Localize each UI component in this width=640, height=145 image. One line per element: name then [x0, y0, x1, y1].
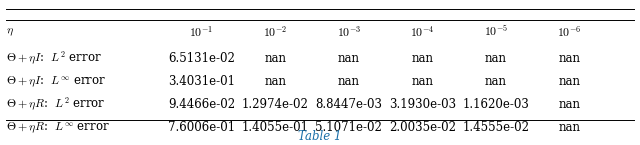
Text: 7.6006e-01: 7.6006e-01: [168, 121, 235, 134]
Text: 1.4055e-01: 1.4055e-01: [242, 121, 308, 134]
Text: $10^{-1}$: $10^{-1}$: [189, 25, 214, 39]
Text: $10^{-2}$: $10^{-2}$: [263, 25, 287, 39]
Text: 1.1620e-03: 1.1620e-03: [463, 98, 529, 111]
Text: 6.5131e-02: 6.5131e-02: [168, 51, 235, 65]
Text: $10^{-4}$: $10^{-4}$: [410, 25, 435, 39]
Text: nan: nan: [264, 75, 286, 88]
Text: $\Theta + \eta R$:  $L^2$ error: $\Theta + \eta R$: $L^2$ error: [6, 96, 106, 113]
Text: nan: nan: [485, 75, 507, 88]
Text: 2.0035e-02: 2.0035e-02: [389, 121, 456, 134]
Text: 8.8447e-03: 8.8447e-03: [316, 98, 382, 111]
Text: $\Theta + \eta R$:  $L^\infty$ error: $\Theta + \eta R$: $L^\infty$ error: [6, 120, 110, 135]
Text: 3.4031e-01: 3.4031e-01: [168, 75, 235, 88]
Text: 1.4555e-02: 1.4555e-02: [463, 121, 529, 134]
Text: nan: nan: [412, 75, 433, 88]
Text: nan: nan: [264, 51, 286, 65]
Text: nan: nan: [559, 98, 580, 111]
Text: $\Theta + \eta I$:  $L^\infty$ error: $\Theta + \eta I$: $L^\infty$ error: [6, 74, 106, 89]
Text: nan: nan: [338, 75, 360, 88]
Text: $10^{-5}$: $10^{-5}$: [484, 24, 508, 40]
Text: nan: nan: [559, 51, 580, 65]
Text: Table 1: Table 1: [298, 130, 342, 143]
Text: nan: nan: [485, 51, 507, 65]
Text: $\Theta + \eta I$:  $L^2$ error: $\Theta + \eta I$: $L^2$ error: [6, 49, 102, 67]
Text: nan: nan: [412, 51, 433, 65]
Text: nan: nan: [559, 121, 580, 134]
Text: 5.1071e-02: 5.1071e-02: [316, 121, 382, 134]
Text: nan: nan: [338, 51, 360, 65]
Text: $\eta$: $\eta$: [6, 25, 14, 38]
Text: 3.1930e-03: 3.1930e-03: [389, 98, 456, 111]
Text: $10^{-6}$: $10^{-6}$: [557, 25, 582, 39]
Text: 9.4466e-02: 9.4466e-02: [168, 98, 235, 111]
Text: nan: nan: [559, 75, 580, 88]
Text: 1.2974e-02: 1.2974e-02: [242, 98, 308, 111]
Text: $10^{-3}$: $10^{-3}$: [337, 25, 361, 39]
